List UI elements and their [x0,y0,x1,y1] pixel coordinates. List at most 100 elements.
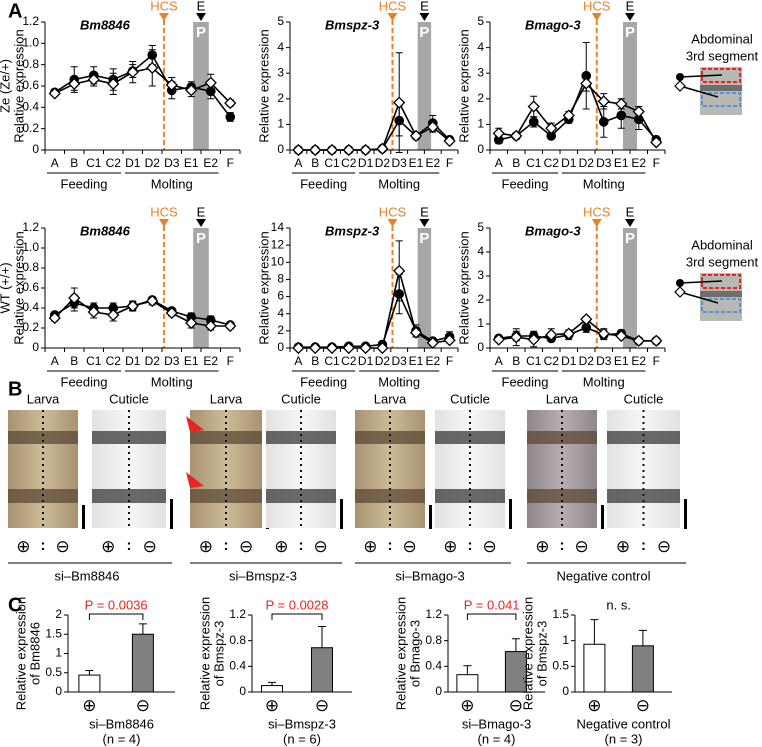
x-tick-label: F [446,156,453,170]
y-tick-label: 0.2 [22,121,39,135]
error-bar [638,629,647,646]
x-tick-label: E1 [409,354,424,368]
hcs-marker [158,13,169,21]
separator: : [468,537,473,554]
x-tick-label: B [70,156,78,170]
x-tick-label: D3 [596,156,612,170]
image-label: Larva [374,391,407,406]
chart-title: Bmspz-3 [325,223,380,238]
stage-marker [419,219,430,227]
y-tick-label: 8 [277,272,284,286]
chart-title: Bm8846 [80,17,131,32]
group-label: Molting [378,374,420,389]
hcs-marker [158,219,169,227]
stage-marker-label: E [420,0,429,13]
y-tick-label: 0 [477,142,484,156]
bar [78,674,101,693]
sign: ⊕ [535,537,549,557]
y-axis-label: Relative expression [456,29,471,142]
y-tick-label: 1 [477,117,484,131]
inset-band [700,85,742,91]
sample-size: (n = 4) [103,731,141,746]
y-tick-label: 0 [239,684,246,698]
point [510,331,523,344]
x-tick-label: D3 [164,354,180,368]
x-tick-label: C1 [324,354,340,368]
group-label: Molting [378,176,420,191]
x-tick-label: D3 [164,156,180,170]
x-tick-label: C1 [526,354,542,368]
significance-label: P = 0.041 [464,597,520,612]
point [409,326,423,339]
stage-label: P [196,24,206,41]
point [68,291,81,305]
group-label: si–Bmspz-3 [229,568,297,583]
x-axis-label: Negative control [577,716,671,731]
y-tick-label: 4 [277,306,284,320]
point [545,122,558,135]
point [185,316,198,330]
y-tick-label: 0.4 [229,659,246,673]
sign: ⊖ [402,537,416,557]
x-tick-label: C2 [544,156,560,170]
separator: : [127,537,132,554]
y-axis-label: Relative expression [11,231,26,344]
inset-key [674,80,686,92]
bar [311,647,333,693]
x-tick-label: C1 [86,354,102,368]
scale-bar [170,499,173,529]
hcs-label: HCS [583,0,611,13]
stage-marker [625,219,635,227]
y-tick-label: 1 [562,633,569,647]
separator: : [388,537,393,554]
x-tick-label: E2 [203,156,218,170]
series-line [498,73,657,141]
inset-region [701,274,741,289]
panel-letter: A [8,0,22,22]
y-tick-label: 1.0 [22,36,39,50]
point [562,109,575,122]
y-axis-label: Relative expression [256,29,271,142]
x-tick-label: E1 [409,156,424,170]
y-tick-label: 2 [477,292,484,306]
x-tick-label: E1 [614,156,629,170]
point [342,143,355,157]
y-tick-label: 0.4 [425,659,442,673]
separator: : [299,537,304,554]
x-tick-label: B [311,354,319,368]
point [185,84,198,97]
bar [583,643,606,693]
x-tick-label: ⊕ [265,696,279,716]
point [359,341,372,355]
series-line [298,291,450,348]
error-bar [463,665,472,675]
y-axis-label: Ze (Ze/+) [0,59,12,113]
y-axis-label: of Bmago-3 [407,620,422,687]
x-tick-label: F [653,156,660,170]
sign: ⊕ [363,537,377,557]
y-tick-label: 4 [477,40,484,54]
x-tick-label: F [227,156,234,170]
chart-title: Bmspz-3 [325,17,380,32]
error-bar [590,619,599,645]
point [87,305,100,319]
point [68,77,81,90]
y-tick-label: 14 [271,220,285,234]
stage-marker [196,219,206,227]
x-tick-label: ⊖ [509,696,523,716]
bar [504,651,527,693]
stage-label: P [625,24,635,41]
inset-region [701,298,741,313]
y-tick-label: 1.2 [425,607,442,621]
y-axis-label: Relative expression [197,597,212,710]
point [562,327,575,340]
photo [355,410,425,528]
point [632,105,645,118]
y-tick-label: 10 [271,254,285,268]
group-label: Molting [151,374,193,389]
y-tick-label: 2 [477,91,484,105]
stage-label: P [196,230,206,247]
bar [631,645,654,693]
scale-bar [684,499,687,529]
photo-stripe [190,431,262,444]
